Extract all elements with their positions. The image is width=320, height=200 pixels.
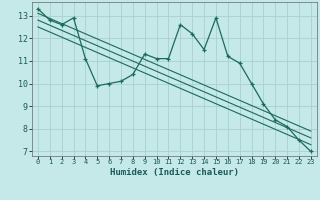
X-axis label: Humidex (Indice chaleur): Humidex (Indice chaleur) xyxy=(110,168,239,177)
